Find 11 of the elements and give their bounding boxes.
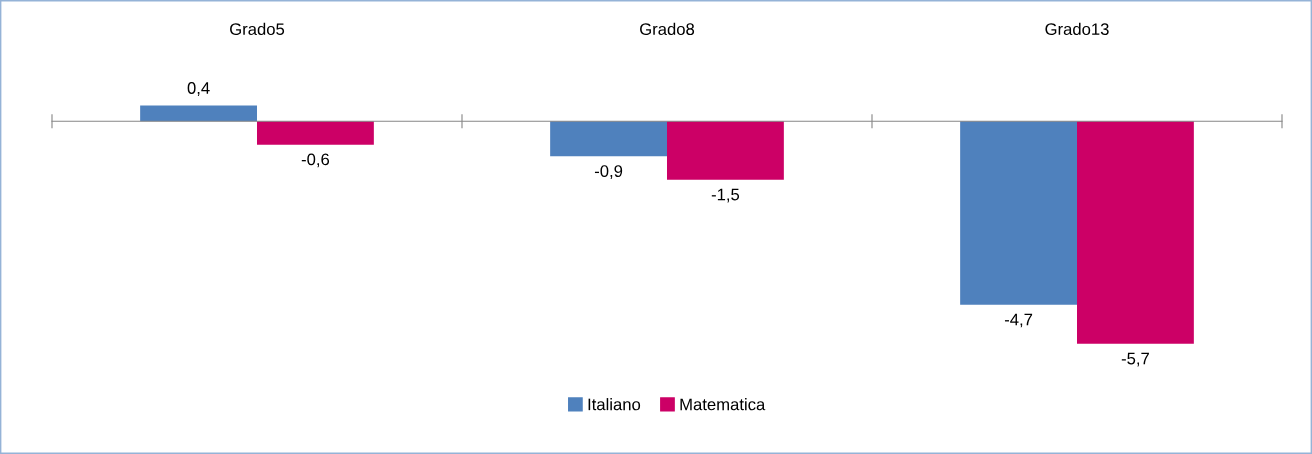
legend-label: Matematica	[680, 398, 766, 411]
data-label: -1,5	[711, 188, 740, 203]
x-tick-label: Grado8	[640, 22, 695, 36]
data-label: -0,6	[301, 153, 330, 168]
x-tick-label: Grado5	[230, 22, 285, 36]
data-label: -5,7	[1121, 352, 1149, 367]
data-label: -4,7	[1004, 313, 1033, 328]
legend-label: Italiano	[588, 398, 641, 411]
x-tick-label: Grado13	[1045, 22, 1109, 36]
data-label: 0,4	[187, 82, 210, 96]
data-label: -0,9	[594, 165, 623, 179]
